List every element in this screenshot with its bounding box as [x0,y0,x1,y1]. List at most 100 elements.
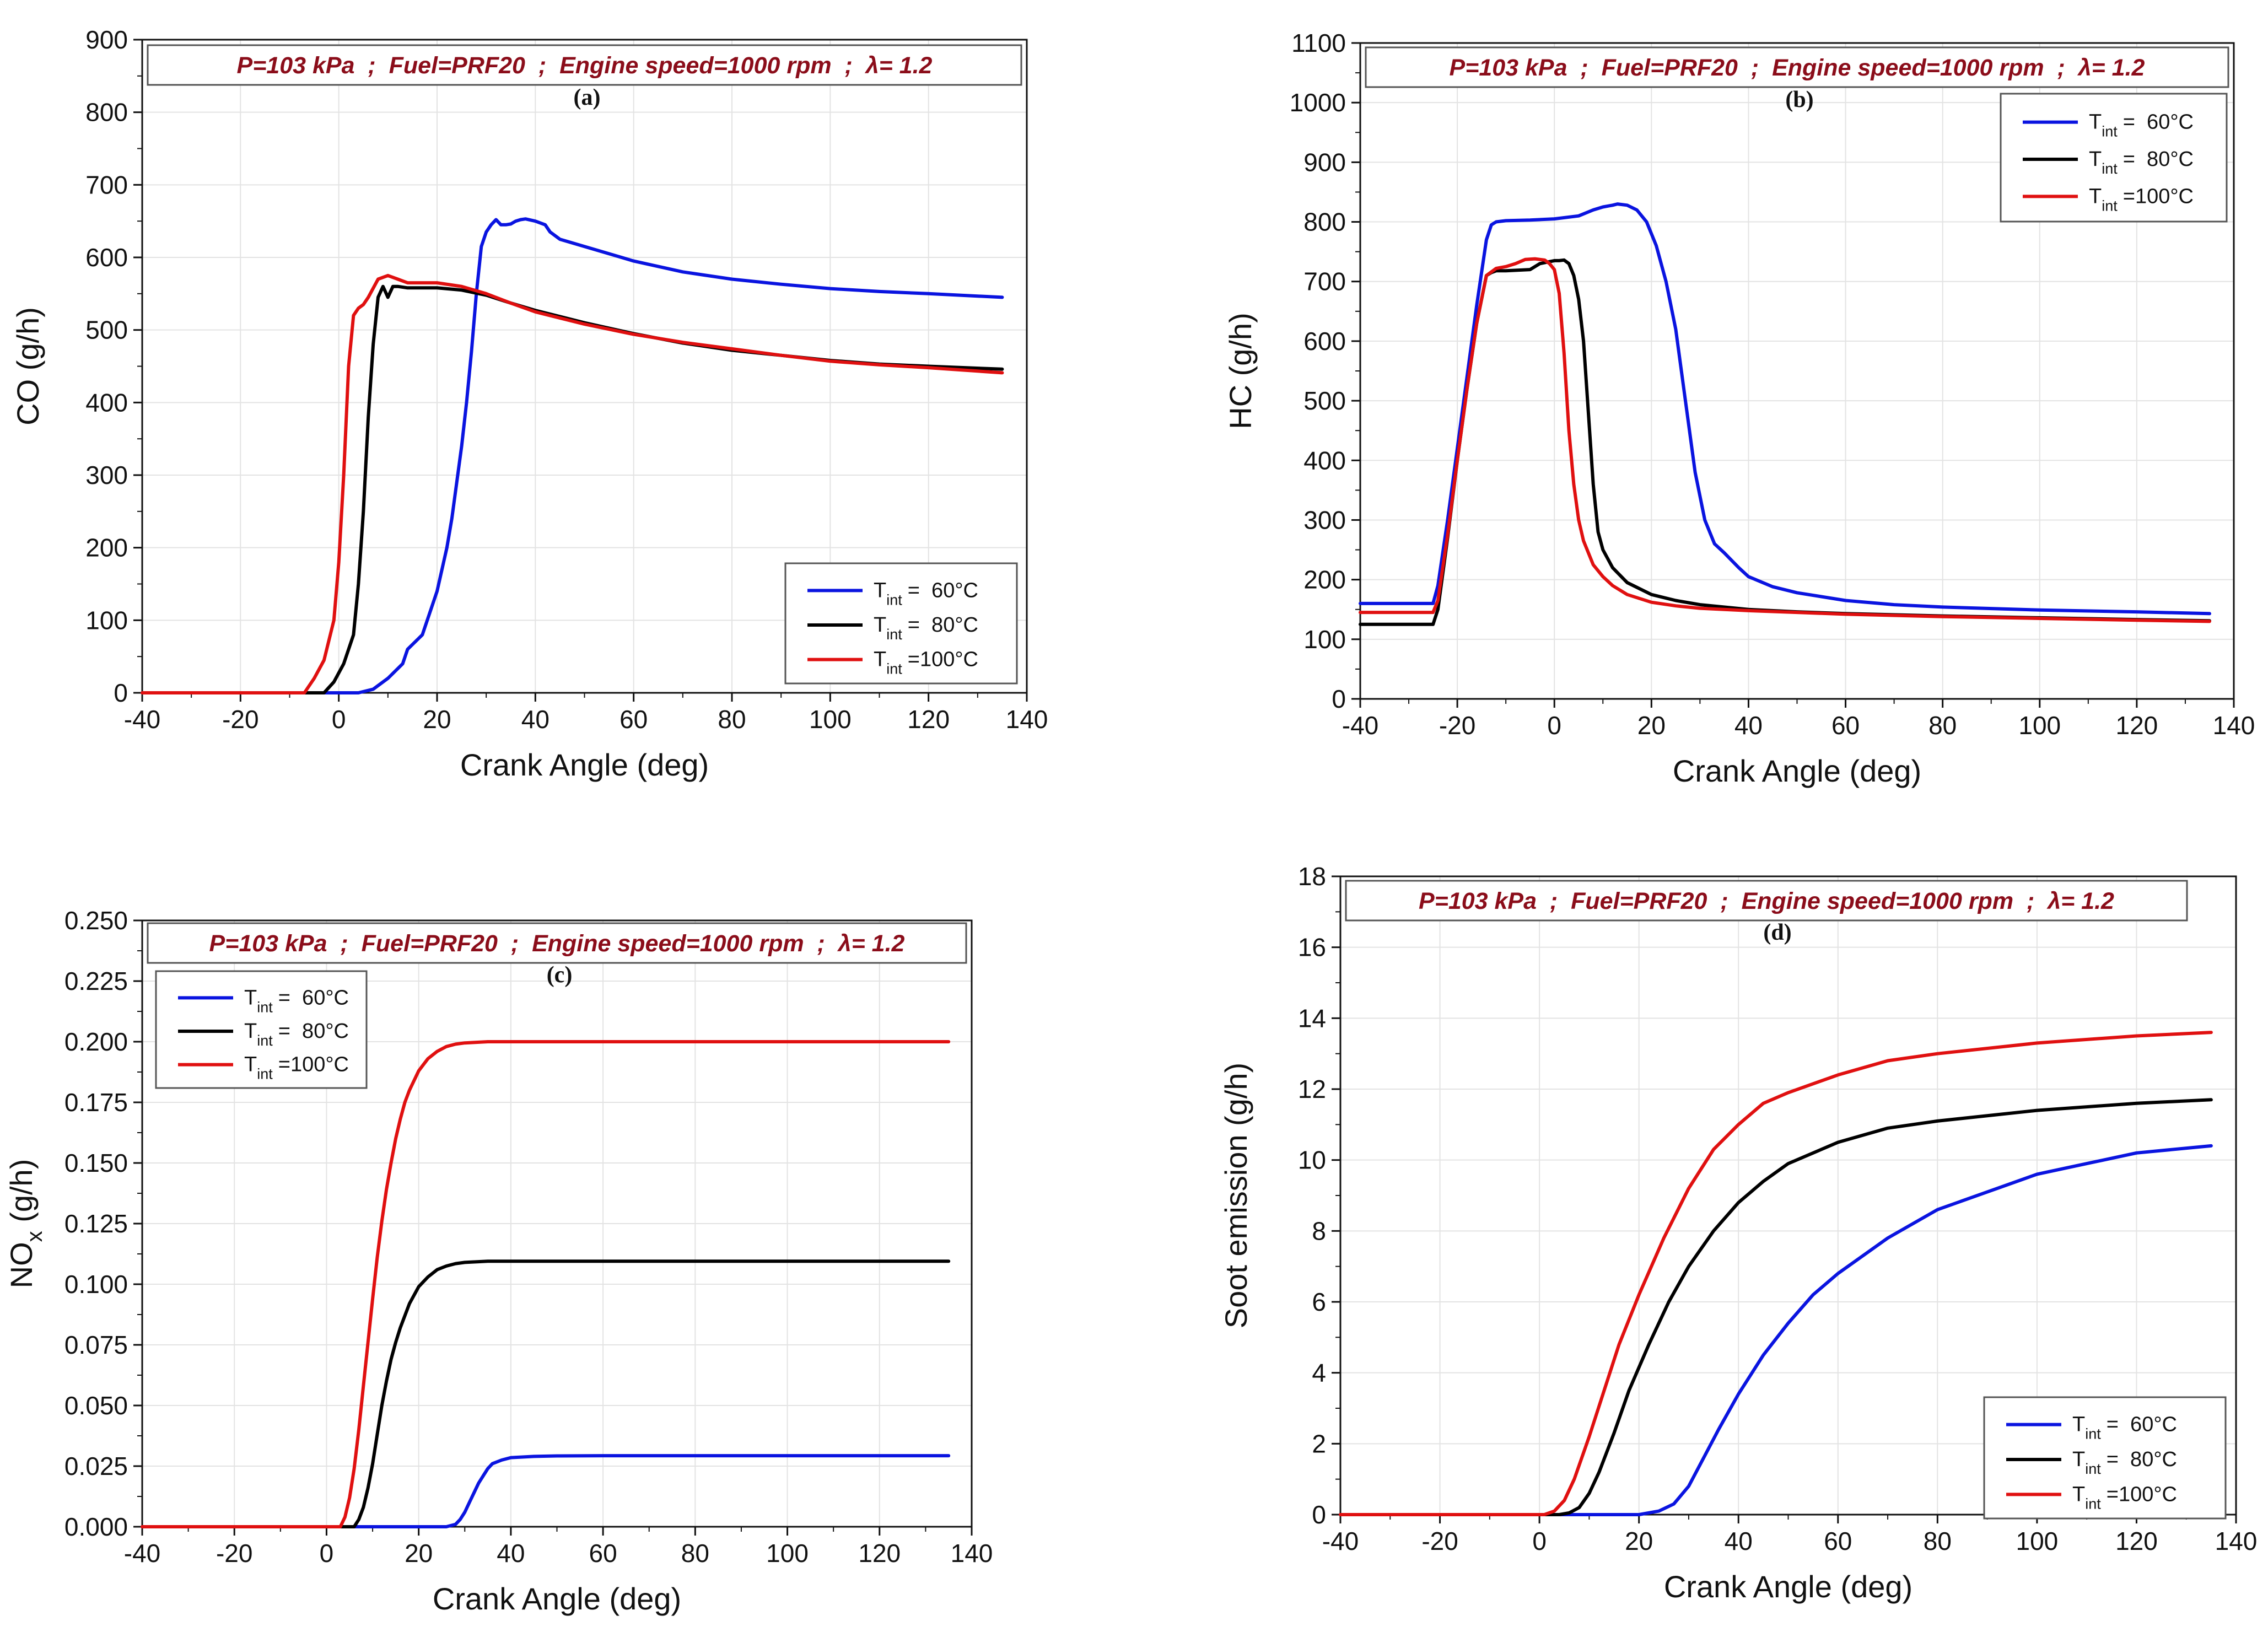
y-tick-label: 0.100 [64,1270,128,1299]
y-axis-title: Soot emission (g/h) [1219,1063,1253,1328]
y-tick-label: 10 [1298,1146,1326,1175]
legend-value: = 80°C [908,613,978,637]
x-axis-title: Crank Angle (deg) [1673,753,1921,788]
x-tick-label: 80 [1924,1527,1952,1555]
panel-label: (d) [1763,920,1791,945]
y-tick-label: 0.000 [64,1512,128,1541]
y-tick-label: 8 [1312,1216,1326,1245]
y-axis-title-unit: (g/h) [4,1159,39,1231]
x-tick-label: -20 [216,1539,252,1568]
legend-entry-100C: Tint =100°C [2072,1483,2177,1512]
x-tick-label: 120 [2116,711,2158,740]
legend-subscript: int [886,591,902,608]
y-tick-label: 400 [1303,446,1346,475]
y-tick-label: 0 [114,678,128,707]
y-tick-label: 600 [1303,327,1346,356]
x-tick-label: 40 [497,1539,525,1568]
chart-panel-2: -40 -20 0 20 40 60 80 100 120 140 0 100 200 300 400 500… [1223,29,2255,788]
x-tick-label: 100 [2016,1527,2059,1555]
condition-text: P=103 kPa ; Fuel=PRF20 ; Engine speed=10… [209,930,905,957]
y-tick-label: 0.200 [64,1027,128,1056]
x-tick-label: 0 [332,705,346,734]
grid [1340,876,2236,1515]
x-tick-label: 0 [1547,711,1561,740]
legend-value: =100°C [2123,185,2194,208]
legend-subscript: int [2085,1426,2101,1442]
y-tick-label: 800 [1303,208,1346,236]
x-tick-label: 140 [951,1539,993,1568]
legend-subscript: int [257,1066,273,1082]
x-tick-label: 80 [718,705,746,734]
legend-entry-60C: Tint = 60°C [244,986,349,1015]
chart-panel-3: -40 -20 0 20 40 60 80 100 120 140 0.000 0.025 0.050 0… [4,906,993,1616]
x-tick-label: 60 [1824,1527,1852,1555]
condition-box [147,44,1022,86]
x-axis-title: Crank Angle (deg) [460,747,709,782]
legend-symbol: T [244,1053,257,1076]
condition-box [1345,880,2188,922]
y-tick-label: 800 [85,98,128,127]
x-tick-label: 100 [809,705,852,734]
x-tick-label: 100 [766,1539,809,1568]
y-tick-label: 0 [1332,685,1346,713]
x-tick-label: 20 [1625,1527,1653,1555]
y-tick-label: 0.050 [64,1391,128,1420]
x-tick-label: 80 [1928,711,1957,740]
x-tick-label: 0 [1532,1527,1547,1555]
y-tick-label: 0.075 [64,1331,128,1359]
legend-subscript: int [257,999,273,1015]
chart-panel-4: -40 -20 0 20 40 60 80 100 120 140 0 2 4 6 8 10 12 14 16 18 C… [1219,862,2257,1604]
legend-entry-80C: Tint = 80°C [244,1020,349,1049]
legend-subscript: int [886,661,902,677]
legend-symbol: T [2072,1448,2085,1471]
y-tick-label: 900 [1303,148,1346,176]
x-tick-label: 40 [1725,1527,1753,1555]
series-line-60C [1339,1144,2213,1516]
x-tick-label: -20 [1421,1527,1458,1555]
y-tick-label: 400 [85,388,128,417]
x-tick-label: -40 [1342,711,1378,740]
y-tick-label: 700 [1303,267,1346,296]
x-tick-label: -40 [1322,1527,1359,1555]
x-tick-label: 60 [589,1539,617,1568]
x-tick-label: -40 [124,1539,160,1568]
x-tick-label: -40 [124,705,160,734]
legend-subscript: int [2102,160,2118,177]
x-tick-label: 20 [405,1539,433,1568]
y-axis-title: NOx (g/h) [4,1159,47,1289]
panel-label: (a) [574,85,601,110]
legend-subscript: int [2102,123,2118,140]
legend-entry-80C: Tint = 80°C [874,613,978,643]
legend-entry-60C: Tint = 60°C [2072,1413,2177,1442]
y-axis-title: HC (g/h) [1223,313,1258,429]
legend-entry-80C: Tint = 80°C [2072,1448,2177,1477]
y-axis-title: CO (g/h) [10,307,45,426]
x-tick-label: 140 [2215,1527,2258,1555]
legend-entry-60C: Tint = 60°C [2089,111,2194,140]
x-tick-label: 20 [1637,711,1666,740]
legend-value: = 60°C [908,579,978,602]
y-tick-label: 4 [1312,1359,1326,1387]
series-line-80C [141,1259,951,1528]
y-tick-label: 16 [1298,933,1326,962]
y-tick-label: 200 [85,534,128,562]
legend-value: =100°C [2107,1483,2177,1506]
legend-value: = 60°C [2123,111,2194,134]
y-tick-label: 0.150 [64,1149,128,1177]
legend-symbol: T [2072,1413,2085,1436]
legend-symbol: T [874,579,886,602]
legend-value: = 80°C [278,1020,349,1043]
y-axis-title-sub: x [23,1231,47,1242]
series-line-100C [141,273,1004,694]
legend-symbol: T [2072,1483,2085,1506]
series-line-60C [1359,202,2211,616]
legend: Tint = 60°C Tint = 80°C Tint =100°C [784,562,1018,685]
y-axis-title-main: NO [4,1242,39,1288]
legend-entry-80C: Tint = 80°C [2089,148,2194,177]
x-tick-label: -20 [222,705,258,734]
legend: Tint = 60°C Tint = 80°C Tint =100°C [155,970,368,1089]
legend-symbol: T [2089,185,2102,208]
series-line-100C [1339,1031,2213,1516]
legend-entry-100C: Tint =100°C [244,1053,349,1082]
